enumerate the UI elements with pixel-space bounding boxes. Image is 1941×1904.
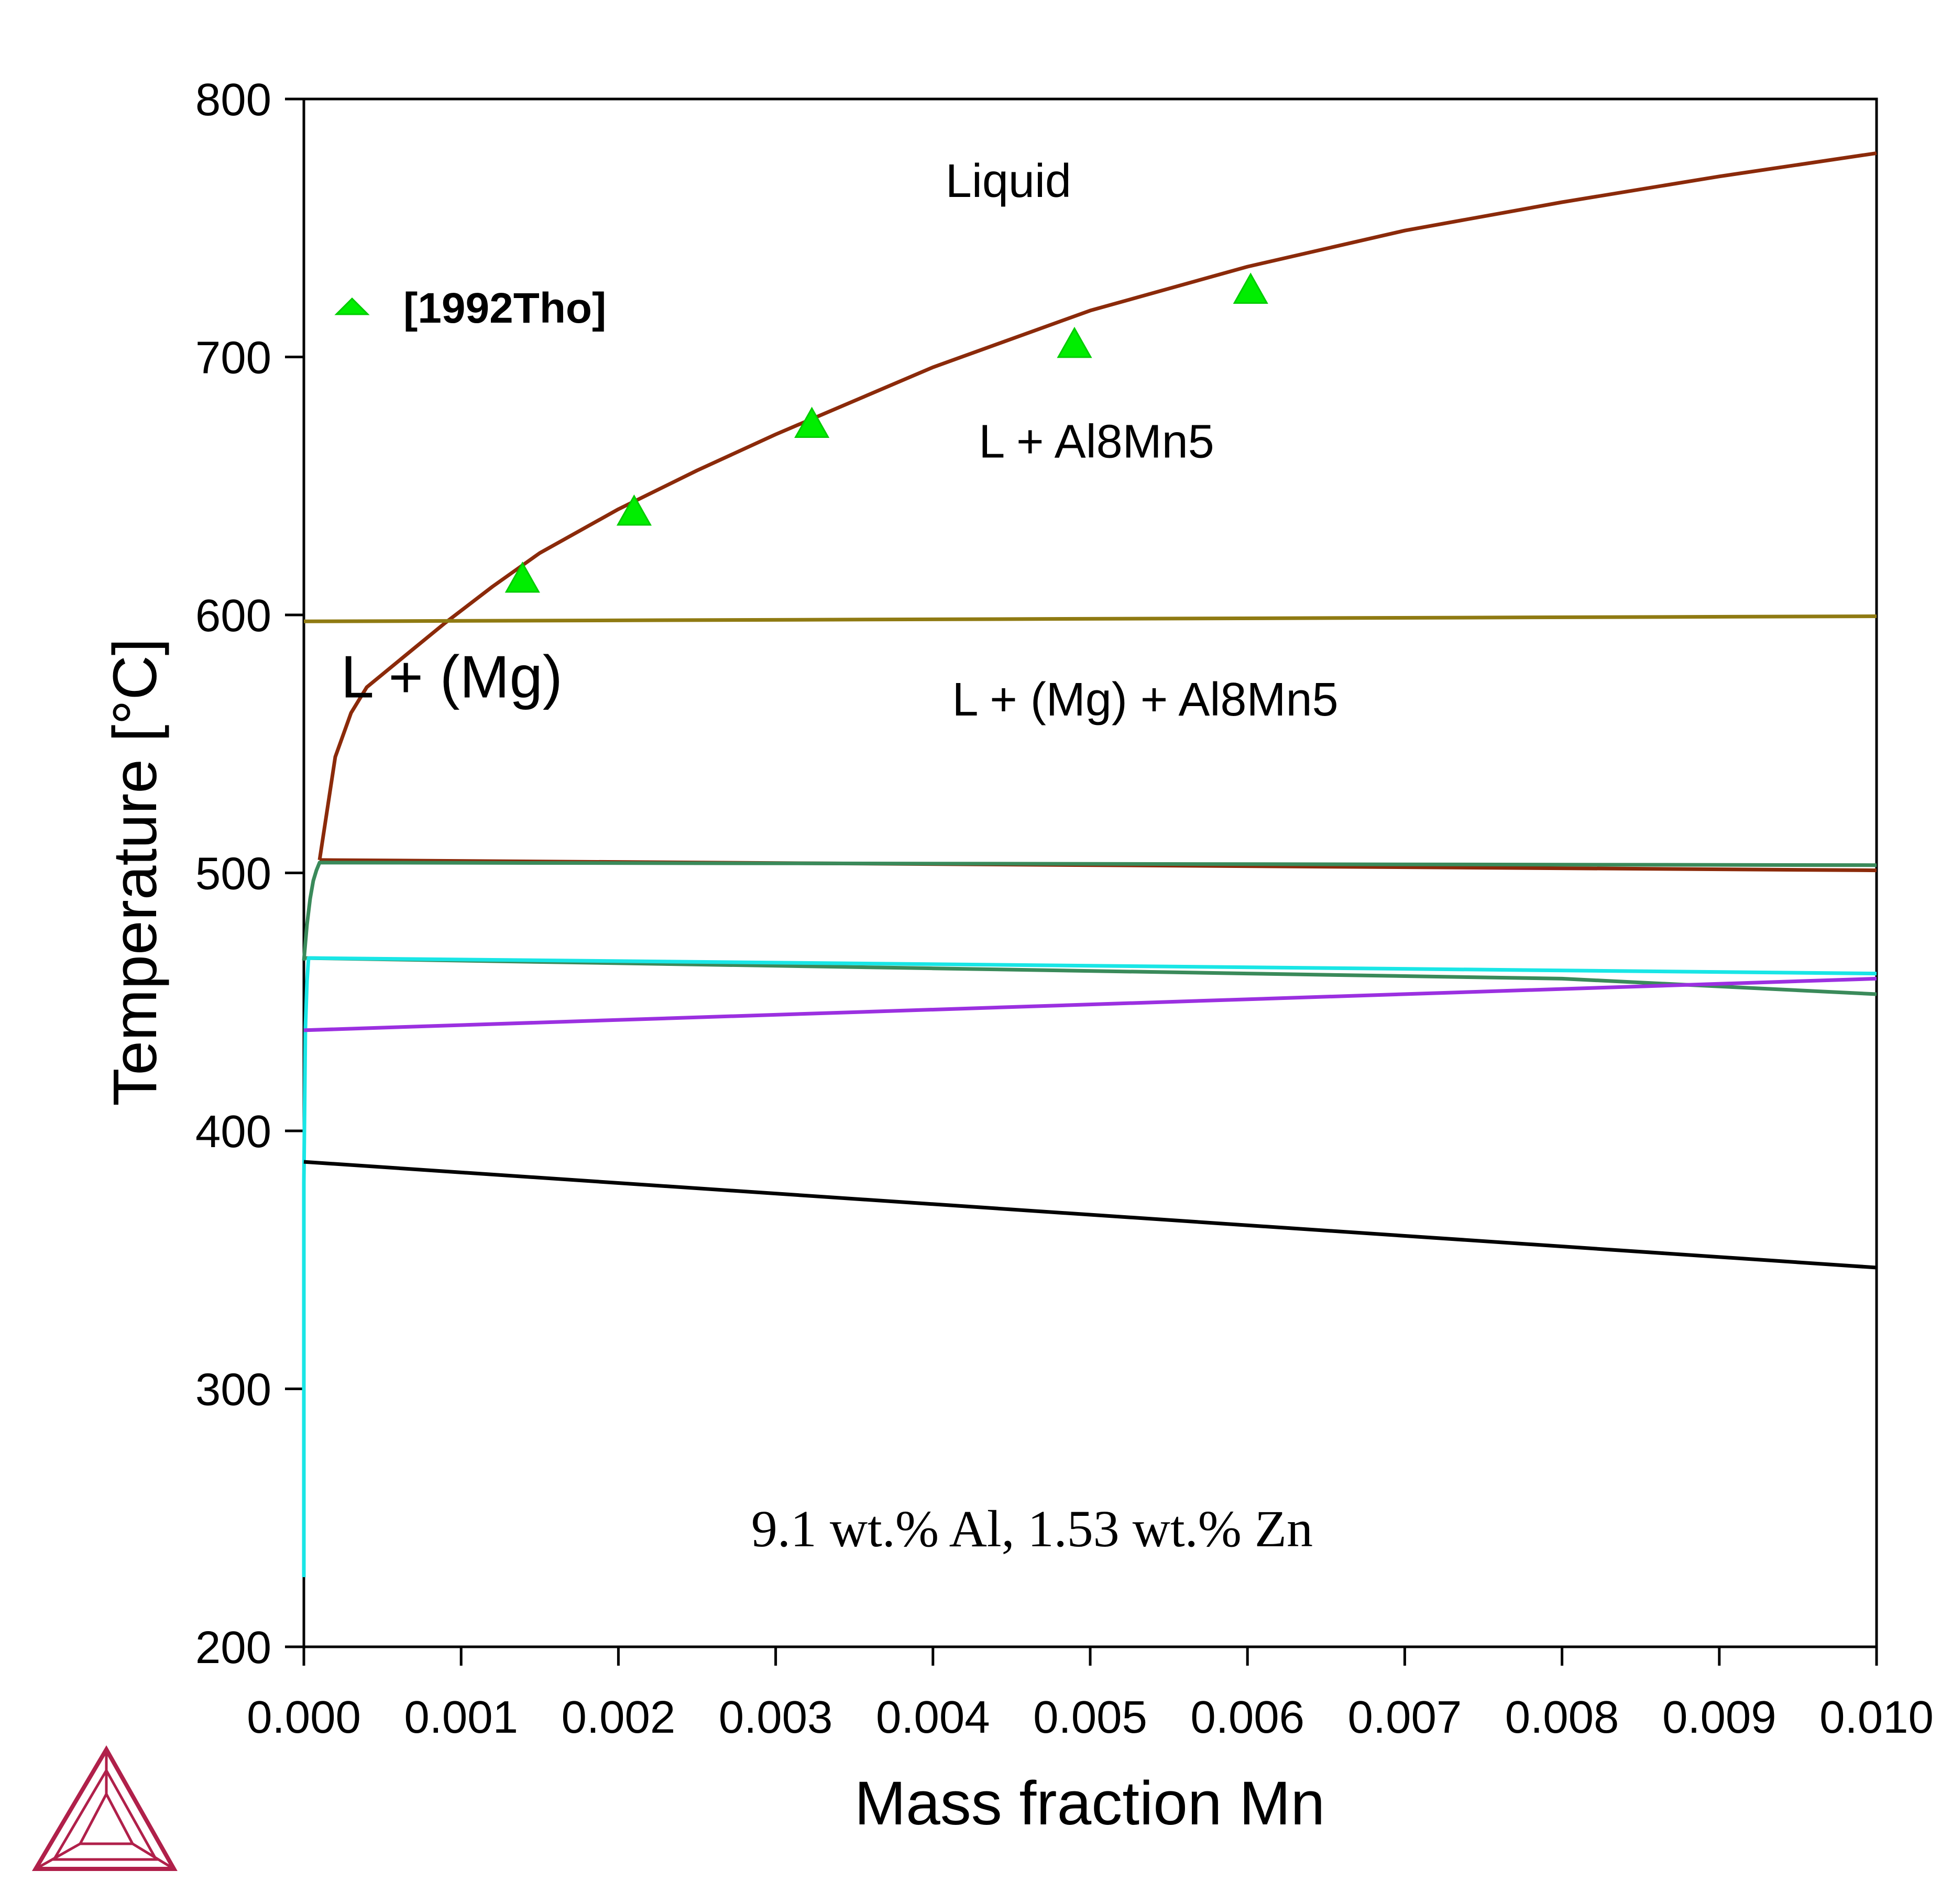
x-tick-label: 0.006 — [1190, 1692, 1304, 1743]
y-tick-label: 800 — [195, 74, 271, 125]
y-tick-label: 400 — [195, 1106, 271, 1157]
y-tick-label: 300 — [195, 1364, 271, 1415]
y-tick-label: 600 — [195, 590, 271, 641]
x-tick-label: 0.003 — [719, 1692, 833, 1743]
x-tick-label: 0.000 — [247, 1692, 361, 1743]
data-point-1992tho — [794, 406, 830, 438]
legend-triangle-marker — [334, 297, 370, 315]
legend-label: [1992Tho] — [403, 284, 606, 332]
phase-boundary-line-4 — [303, 956, 1877, 996]
axes-layer: 0.000 0.001 0.002 0.003 0.004 0.005 0.006 0.007… — [195, 74, 1934, 1743]
x-tick-label: 0.002 — [562, 1692, 676, 1743]
x-tick-label: 0.001 — [404, 1692, 518, 1743]
data-point-1992tho — [505, 561, 540, 593]
phase-boundary-line-0 — [317, 151, 1877, 861]
y-axis-title: Temperature [°C] — [101, 638, 170, 1106]
x-tick-label: 0.004 — [876, 1692, 990, 1743]
data-point-1992tho — [1233, 272, 1268, 304]
phase-boundary-line-6 — [303, 976, 1877, 1032]
data-point-1992tho — [616, 494, 652, 526]
thermo-calc-logo-icon — [31, 1745, 178, 1871]
x-tick-label: 0.007 — [1348, 1692, 1462, 1743]
data-markers — [505, 272, 1268, 593]
region-label-1: L + Al8Mn5 — [979, 416, 1214, 468]
logo-line-3 — [131, 1842, 175, 1870]
region-label-0: Liquid — [946, 155, 1071, 207]
annotations: Liquid L + Al8Mn5 L + (Mg) L + (Mg) + Al8Mn… — [341, 155, 1338, 1558]
phase-boundary-line-2 — [303, 614, 1877, 623]
y-tick-label: 500 — [195, 849, 271, 899]
x-tick-label: 0.009 — [1662, 1692, 1776, 1743]
region-label-3: L + (Mg) + Al8Mn5 — [952, 674, 1339, 726]
logo-line-2 — [35, 1842, 81, 1870]
logo-core-triangle — [78, 1791, 135, 1845]
logo-outer-triangle — [31, 1745, 178, 1871]
y-tick-label: 700 — [195, 333, 271, 383]
phase-boundary-line-3 — [302, 861, 1877, 961]
phase-boundary-line-5 — [302, 956, 1877, 1577]
series-layer — [302, 151, 1877, 1577]
legend: [1992Tho] — [334, 284, 606, 332]
x-axis-title: Mass fraction Mn — [854, 1769, 1325, 1838]
x-tick-label: 0.010 — [1819, 1692, 1934, 1743]
x-tick-label: 0.008 — [1505, 1692, 1619, 1743]
region-label-4: 9.1 wt.% Al, 1.53 wt.% Zn — [751, 1500, 1313, 1558]
region-label-2: L + (Mg) — [341, 644, 562, 711]
y-tick-label: 200 — [195, 1622, 271, 1673]
logo-inner-triangle — [51, 1767, 159, 1861]
x-tick-label: 0.005 — [1033, 1692, 1147, 1743]
data-point-1992tho — [1057, 326, 1092, 358]
phase-boundary-line-7 — [303, 1160, 1877, 1270]
